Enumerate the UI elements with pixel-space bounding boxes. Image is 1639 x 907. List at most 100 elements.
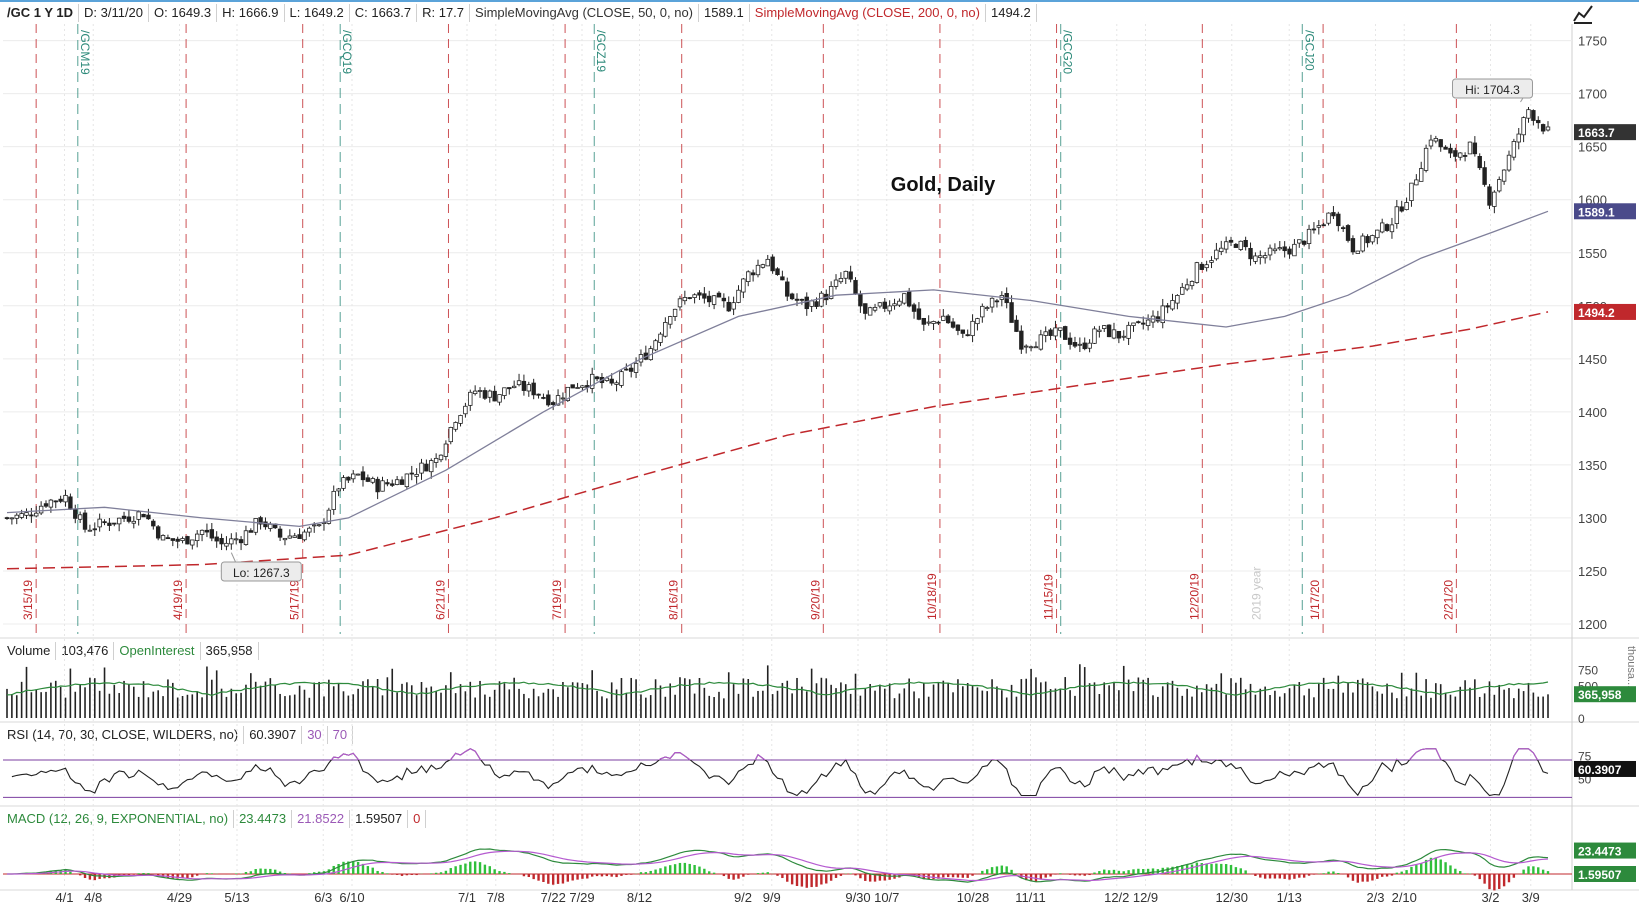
candle-body — [175, 538, 180, 542]
candle-body — [185, 536, 190, 545]
date-tick-label: 6/10 — [339, 890, 364, 905]
candle-body — [1399, 206, 1404, 212]
candle-body — [994, 300, 1000, 303]
candle-body — [497, 394, 502, 403]
candle-body — [1438, 139, 1443, 148]
candle-body — [277, 528, 283, 538]
candle-body — [1087, 342, 1092, 349]
candle-body — [672, 308, 678, 317]
candle-body — [1175, 295, 1180, 304]
candle-body — [1516, 133, 1521, 143]
candle-body — [443, 443, 449, 457]
candle-body — [351, 473, 356, 480]
volume-tick-label: 0 — [1578, 712, 1585, 726]
oi-study-label[interactable]: OpenInterest — [114, 642, 201, 660]
candle-body — [1102, 325, 1107, 329]
date-label: D: 3/11/20 — [79, 4, 150, 22]
rsi-overbought-segment — [330, 748, 1539, 760]
candle-body — [229, 538, 234, 545]
macd-line — [7, 848, 1549, 883]
date-tick-label: 9/9 — [763, 890, 781, 905]
candle-body — [1545, 126, 1551, 131]
oi-value: 365,958 — [201, 642, 259, 660]
candle-body — [1199, 263, 1204, 270]
candle-body — [1267, 247, 1273, 256]
sma50-study-label[interactable]: SimpleMovingAvg (CLOSE, 50, 0, no) — [470, 4, 700, 22]
candle-body — [726, 301, 731, 312]
candle-body — [760, 264, 766, 268]
candle-body — [394, 479, 400, 485]
candle-body — [1316, 225, 1322, 228]
candle-body — [633, 362, 639, 373]
candle-body — [312, 524, 317, 527]
candle-body — [1121, 335, 1126, 338]
candle-body — [219, 538, 224, 545]
date-tick-label: 4/8 — [84, 890, 102, 905]
candle-body — [58, 498, 63, 502]
candle-body — [468, 391, 473, 406]
candle-body — [1136, 321, 1141, 324]
drawing-tool-icon[interactable] — [1572, 3, 1594, 25]
candle-body — [1331, 212, 1336, 217]
candle-body — [1019, 330, 1024, 350]
oi-tag-box — [1574, 686, 1636, 703]
date-tick-label: 4/29 — [167, 890, 192, 905]
macd-study-label[interactable]: MACD (12, 26, 9, EXPONENTIAL, no) — [2, 810, 235, 828]
candle-body — [487, 390, 492, 398]
candle-body — [390, 483, 395, 486]
date-tick-label: 2/3 — [1366, 890, 1384, 905]
candle-body — [268, 523, 273, 529]
candlestick-series — [4, 106, 1551, 551]
candle-body — [507, 387, 512, 390]
candle-body — [360, 471, 366, 481]
candle-body — [463, 405, 468, 415]
candle-body — [516, 380, 522, 386]
candle-body — [794, 298, 800, 301]
candle-body — [204, 529, 210, 533]
open-label: O: 1649.3 — [149, 4, 218, 22]
rsi-line — [11, 748, 1549, 797]
volume-study-label[interactable]: Volume — [2, 642, 57, 660]
candle-body — [521, 380, 527, 391]
candle-body — [1453, 150, 1458, 157]
candle-body — [1009, 302, 1014, 323]
rsi-tag: 60.3907 — [1578, 763, 1622, 777]
candle-body — [765, 258, 770, 267]
candle-body — [1184, 284, 1190, 290]
symbol-label[interactable]: /GC 1 Y 1D — [2, 4, 79, 22]
candle-body — [409, 472, 414, 475]
lo-label-box — [220, 561, 302, 582]
candle-body — [1209, 260, 1214, 263]
volume-bars — [6, 664, 1549, 718]
candle-body — [1536, 119, 1541, 124]
candle-body — [87, 529, 93, 532]
candle-body — [658, 333, 663, 343]
expiration-label: 11/15/19 — [1042, 574, 1056, 620]
candle-body — [224, 542, 229, 547]
low-label: L: 1649.2 — [285, 4, 350, 22]
candle-body — [911, 304, 917, 312]
candle-body — [1277, 247, 1282, 250]
candle-body — [190, 539, 195, 546]
sma200-line — [6, 311, 1549, 570]
sma200-study-label[interactable]: SimpleMovingAvg (CLOSE, 200, 0, no) — [750, 4, 986, 22]
candle-body — [399, 479, 405, 485]
candle-body — [63, 495, 68, 503]
candle-body — [1189, 281, 1195, 287]
candle-body — [609, 378, 614, 384]
candle-body — [746, 271, 751, 282]
candle-body — [1141, 322, 1146, 325]
candle-body — [346, 476, 351, 481]
candle-body — [931, 321, 936, 324]
candle-body — [531, 382, 536, 396]
candle-body — [209, 529, 215, 539]
candle-body — [112, 522, 117, 525]
candle-body — [1204, 264, 1209, 269]
contract-label: /GCQ19 — [340, 30, 354, 74]
candle-body — [716, 292, 722, 298]
candle-body — [755, 264, 761, 276]
date-tick-label: 7/22 — [541, 890, 566, 905]
sma50-tag-box — [1574, 203, 1636, 220]
candle-body — [126, 516, 132, 522]
